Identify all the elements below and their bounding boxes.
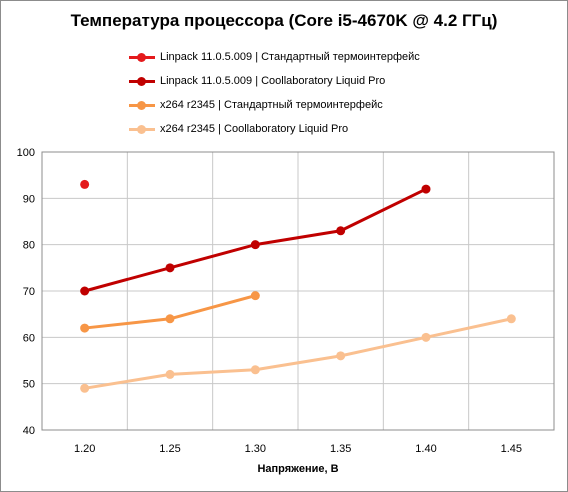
legend-item: Linpack 11.0.5.009 | Coollaboratory Liqu… (129, 69, 420, 93)
legend-label: Linpack 11.0.5.009 | Coollaboratory Liqu… (160, 75, 386, 87)
legend-swatch (129, 100, 155, 110)
data-point (165, 369, 175, 379)
data-point (80, 179, 90, 189)
y-tick-label: 60 (23, 332, 35, 344)
legend-label: x264 r2345 | Стандартный термоинтерфейс (160, 99, 383, 111)
y-tick-label: 90 (23, 193, 35, 205)
plot-border (41, 151, 555, 431)
x-tick-label: 1.20 (74, 443, 95, 455)
x-tick-label: 1.40 (415, 443, 436, 455)
data-point (165, 314, 175, 324)
legend-item: Linpack 11.0.5.009 | Стандартный термоин… (129, 45, 420, 69)
legend-swatch (129, 52, 155, 62)
series-line (84, 187, 427, 293)
data-point (421, 332, 431, 342)
data-point (250, 240, 260, 250)
y-tick-label: 100 (17, 147, 35, 159)
legend-item: x264 r2345 | Coollaboratory Liquid Pro (129, 117, 420, 141)
y-tick-label: 40 (23, 425, 35, 437)
data-point (250, 365, 260, 375)
data-point (336, 226, 346, 236)
data-point (165, 263, 175, 273)
legend-swatch (129, 76, 155, 86)
data-point (421, 184, 431, 194)
x-axis-title: Напряжение, В (257, 463, 338, 475)
data-point (336, 351, 346, 361)
data-point (80, 323, 90, 333)
legend-label: x264 r2345 | Coollaboratory Liquid Pro (160, 123, 349, 135)
data-point (506, 314, 516, 324)
legend-swatch (129, 124, 155, 134)
x-tick-label: 1.35 (330, 443, 351, 455)
data-point (80, 383, 90, 393)
data-point (80, 286, 90, 296)
x-tick-label: 1.45 (501, 443, 522, 455)
data-point (250, 291, 260, 301)
legend-item: x264 r2345 | Стандартный термоинтерфейс (129, 93, 420, 117)
x-tick-label: 1.25 (159, 443, 180, 455)
legend: Linpack 11.0.5.009 | Стандартный термоин… (129, 45, 420, 141)
y-tick-label: 70 (23, 286, 35, 298)
y-tick-label: 50 (23, 379, 35, 391)
legend-label: Linpack 11.0.5.009 | Стандартный термоин… (160, 51, 420, 63)
x-tick-label: 1.30 (245, 443, 266, 455)
chart-title: Температура процессора (Core i5-4670K @ … (70, 11, 498, 30)
y-tick-label: 80 (23, 240, 35, 252)
series-line (84, 317, 512, 390)
